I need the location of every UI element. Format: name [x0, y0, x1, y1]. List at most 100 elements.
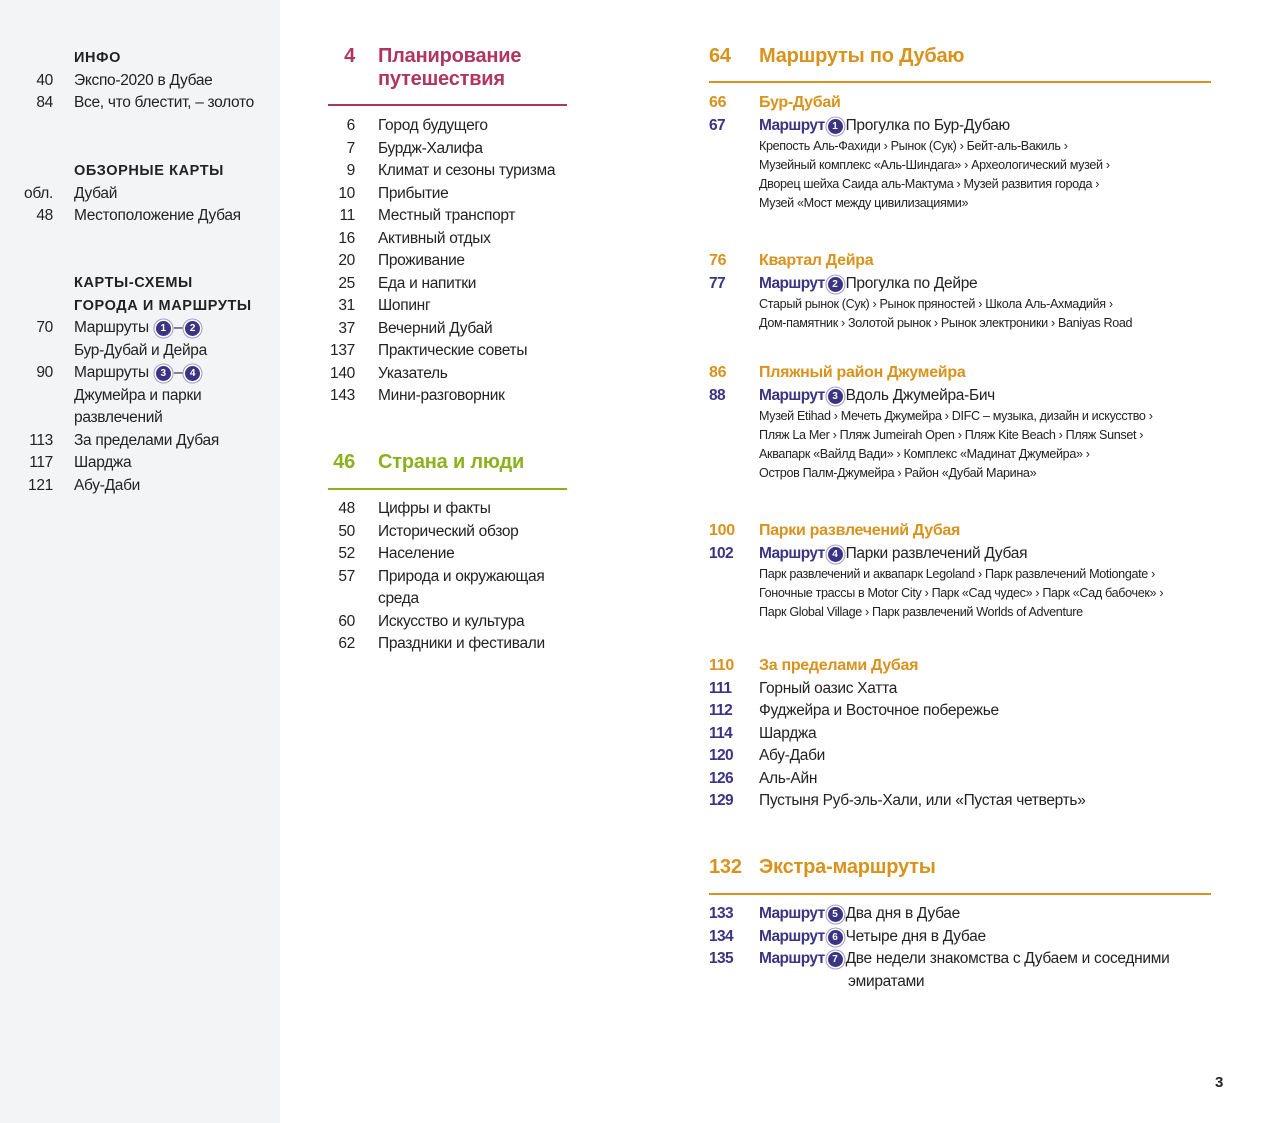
toc-entry[interactable]: 84 Все, что блестит, – золото — [36, 92, 254, 115]
route-number-badge-icon: 2 — [827, 276, 843, 292]
toc-block: ИНФО 40 Экспо-2020 в Дубае 84 Все, что блест… — [36, 47, 254, 115]
toc-entry[interactable]: обл. Дубай — [24, 183, 241, 206]
route-entry-continued[interactable]: эмиратами — [759, 971, 1169, 994]
toc-entry[interactable]: 70 Маршруты 1–2 — [36, 317, 252, 340]
toc-entry[interactable]: 113 За пределами Дубая — [29, 430, 252, 453]
toc-entry[interactable]: Джумейра и парки — [74, 385, 252, 408]
section-heading[interactable]: 132 Экстра-маршруты — [709, 856, 936, 879]
entry-title: Шопинг — [378, 297, 431, 314]
route-label: Маршрут — [759, 927, 825, 945]
toc-entry[interactable]: развлечений — [74, 407, 252, 430]
page-number: 114 — [709, 724, 733, 742]
toc-entry[interactable]: 114 Шарджа — [709, 723, 1086, 746]
subsection-heading[interactable]: 110 За пределами Дубая — [709, 655, 1086, 678]
route-entry[interactable]: 67 Маршрут 1 Прогулка по Бур-Дубаю — [709, 115, 1110, 138]
entry-title: Пустыня Руб-эль-Хали, или «Пустая четвер… — [759, 792, 1086, 809]
toc-block: 66 Бур-Дубай 67 Маршрут 1 Прогулка по Бур-Дуб… — [709, 92, 1110, 213]
page-number: 90 — [36, 364, 53, 381]
section-heading[interactable]: 46 Страна и люди — [333, 451, 524, 474]
subsection-heading[interactable]: 86 Пляжный район Джумейра — [709, 362, 1153, 385]
toc-entry[interactable]: 57 Природа и окружающая — [338, 566, 545, 589]
toc-entry[interactable]: 25 Еда и напитки — [338, 273, 555, 296]
page-number: 20 — [338, 252, 355, 269]
toc-entry[interactable]: 60 Искусство и культура — [338, 611, 545, 634]
toc-entry[interactable]: 7 Бурдж-Халифа — [347, 138, 555, 161]
toc-entry[interactable]: 16 Активный отдых — [338, 228, 555, 251]
route-entry[interactable]: 88 Маршрут 3 Вдоль Джумейра-Бич — [709, 385, 1153, 408]
entry-title: Практические советы — [378, 342, 528, 359]
subsection-heading[interactable]: 66 Бур-Дубай — [709, 92, 1110, 115]
entry-title: Искусство и культура — [378, 612, 525, 630]
toc-entry[interactable]: 6 Город будущего — [347, 115, 555, 138]
toc-entry[interactable]: 111 Горный оазис Хатта — [709, 678, 1086, 701]
toc-entry[interactable]: 20 Проживание — [338, 250, 555, 273]
toc-entry[interactable]: 129 Пустыня Руб-эль-Хали, или «Пустая чет… — [709, 790, 1086, 813]
section-heading[interactable]: путешествия — [378, 68, 521, 91]
page-number: 25 — [338, 274, 355, 292]
toc-entry[interactable]: 143 Мини-разговорник — [330, 385, 555, 408]
toc-entry[interactable]: среда — [378, 588, 545, 611]
route-entry[interactable]: 134 Маршрут 6 Четыре дня в Дубае — [709, 926, 1169, 949]
page-number: 117 — [29, 454, 53, 471]
route-entry[interactable]: 77 Маршрут 2 Прогулка по Дейре — [709, 273, 1132, 296]
toc-entry[interactable]: 117 Шарджа — [29, 452, 252, 475]
section-heading[interactable]: 4 Планирование — [344, 45, 521, 68]
page-number: 112 — [709, 702, 733, 719]
page-number: 48 — [36, 207, 53, 224]
toc-entry[interactable]: 48 Местоположение Дубая — [36, 205, 241, 228]
toc-entry[interactable]: 52 Население — [338, 543, 545, 566]
toc-block: 100 Парки развлечений Дубая 102 Маршрут 4 Пар… — [709, 520, 1164, 622]
toc-entry[interactable]: 121 Абу-Даби — [28, 475, 252, 498]
entry-title: Вечерний Дубай — [378, 319, 493, 337]
toc-entry[interactable]: Бур-Дубай и Дейра — [74, 340, 252, 363]
route-number-badge-icon: 1 — [827, 118, 843, 134]
toc-entry[interactable]: 11 Местный транспорт — [340, 205, 555, 228]
toc-entry[interactable]: 9 Климат и сезоны туризма — [347, 160, 556, 183]
entry-title: Шарджа — [759, 724, 817, 742]
entry-title: Природа и окружающая — [378, 567, 545, 585]
subsection-heading[interactable]: 100 Парки развлечений Дубая — [709, 520, 1163, 543]
subsection-heading[interactable]: 76 Квартал Дейра — [709, 250, 1132, 273]
route-entry[interactable]: 135 Маршрут 7 Две недели знакомства с Дубае… — [709, 948, 1170, 971]
page-number: 76 — [709, 252, 727, 269]
toc-entry[interactable]: 90 Маршруты 3–4 — [36, 362, 252, 385]
page-number: 137 — [330, 342, 355, 359]
toc-entry[interactable]: 50 Исторический обзор — [338, 521, 545, 544]
entry-title: За пределами Дубая — [74, 431, 219, 449]
toc-entry[interactable]: 140 Указатель — [330, 363, 555, 386]
toc-entry[interactable]: 62 Праздники и фестивали — [338, 633, 545, 656]
entry-title: Город будущего — [378, 117, 488, 134]
page-number: 143 — [330, 387, 355, 404]
route-number-badge-icon: 4 — [185, 366, 201, 381]
page-number: 9 — [346, 162, 356, 179]
toc-entry[interactable]: 137 Практические советы — [330, 340, 555, 363]
entry-title: Указатель — [378, 364, 448, 382]
section-divider — [709, 893, 1211, 895]
entry-title: Мини-разговорник — [378, 387, 505, 404]
subsection-title: Парки развлечений Дубая — [759, 522, 961, 539]
toc-entry[interactable]: 31 Шопинг — [338, 295, 555, 318]
subsection-title: Бур-Дубай — [759, 94, 841, 111]
toc-entry[interactable]: 120 Абу-Даби — [709, 745, 1086, 768]
page-number: 4 — [344, 45, 355, 67]
toc-entry[interactable]: 10 Прибытие — [338, 183, 555, 206]
route-entry[interactable]: 102 Маршрут 4 Парки развлечений Дубая — [709, 543, 1163, 566]
toc-entry[interactable]: 112 Фуджейра и Восточное побережье — [709, 700, 1086, 723]
route-entry[interactable]: 133 Маршрут 5 Два дня в Дубае — [709, 903, 1169, 926]
entry-title: Местный транспорт — [378, 207, 516, 224]
toc-block: 133 Маршрут 5 Два дня в Дубае 134 Маршрут 6 Чет… — [709, 903, 1170, 994]
section-heading[interactable]: 64 Маршруты по Дубаю — [709, 45, 964, 68]
route-stops: Музейный комплекс «Аль-Шиндага» › Археол… — [759, 158, 1110, 172]
toc-block: 64 Маршруты по Дубаю — [709, 45, 964, 68]
toc-entry[interactable]: 126 Аль-Айн — [709, 768, 1086, 791]
entry-title: Абу-Даби — [74, 476, 141, 494]
section-title: путешествия — [378, 67, 505, 90]
page-number: 64 — [709, 45, 731, 67]
toc-entry[interactable]: 48 Цифры и факты — [338, 498, 545, 521]
toc-entry[interactable]: 40 Экспо-2020 в Дубае — [36, 70, 254, 93]
entry-title: Бурдж-Халифа — [378, 139, 483, 157]
section-heading: ГОРОДА И МАРШРУТЫ — [74, 297, 252, 314]
page-number: 126 — [709, 769, 734, 787]
toc-entry[interactable]: 37 Вечерний Дубай — [338, 318, 555, 341]
entry-title: среда — [378, 590, 419, 607]
